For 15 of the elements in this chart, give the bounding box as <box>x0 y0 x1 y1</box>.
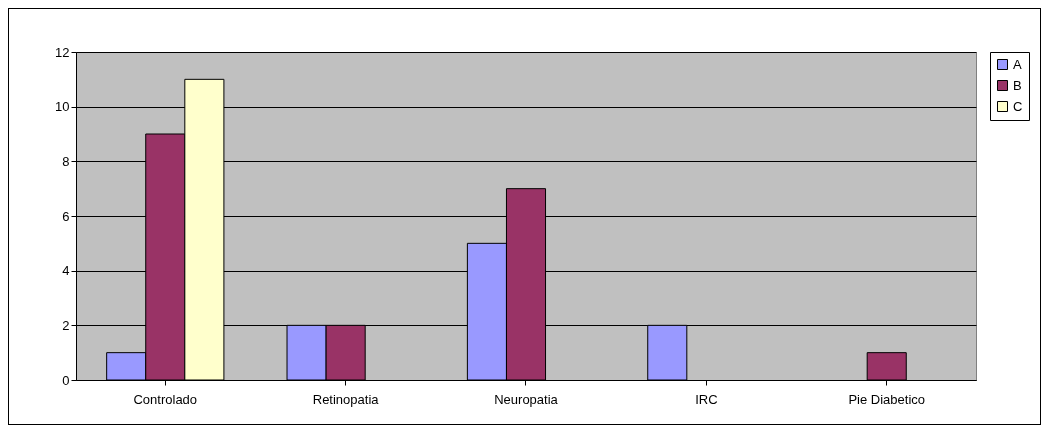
y-tick-label: 4 <box>62 263 70 279</box>
legend-label: C <box>1013 98 1023 114</box>
y-tick-label: 2 <box>62 317 70 333</box>
y-tick-label: 8 <box>62 153 70 169</box>
y-tick-label: 10 <box>55 99 70 115</box>
y-tick-label: 12 <box>55 44 70 60</box>
x-tick-label: Controlado <box>133 391 198 407</box>
x-tick-label: Retinopatia <box>312 391 380 407</box>
legend-label: A <box>1013 56 1022 72</box>
y-tick-label: 6 <box>62 208 70 224</box>
y-tick-label: 0 <box>62 372 70 388</box>
x-tick-label: Pie Diabetico <box>848 391 926 407</box>
x-tick-label: Neuropatia <box>494 391 559 407</box>
legend-label: B <box>1013 77 1022 93</box>
x-tick-label: IRC <box>695 391 718 407</box>
